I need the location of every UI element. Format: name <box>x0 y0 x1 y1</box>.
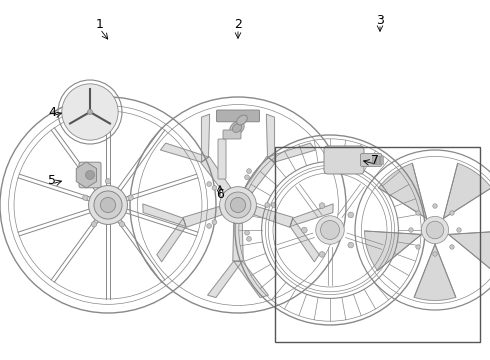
Circle shape <box>230 197 245 212</box>
Polygon shape <box>379 163 426 219</box>
Circle shape <box>416 245 420 249</box>
Circle shape <box>83 195 88 201</box>
FancyBboxPatch shape <box>218 139 226 179</box>
Circle shape <box>207 182 212 186</box>
Bar <box>275 147 480 342</box>
Polygon shape <box>143 204 186 226</box>
Circle shape <box>91 221 97 227</box>
Polygon shape <box>233 223 243 261</box>
FancyBboxPatch shape <box>324 146 364 174</box>
Circle shape <box>316 216 344 244</box>
Circle shape <box>85 171 95 180</box>
Circle shape <box>319 203 325 208</box>
Ellipse shape <box>237 115 247 125</box>
Polygon shape <box>414 244 456 300</box>
Circle shape <box>426 221 444 239</box>
FancyBboxPatch shape <box>223 130 241 139</box>
Polygon shape <box>254 207 293 227</box>
Circle shape <box>207 224 212 228</box>
Circle shape <box>301 227 307 233</box>
Circle shape <box>245 175 249 180</box>
Circle shape <box>212 185 217 190</box>
Circle shape <box>450 211 454 215</box>
Polygon shape <box>208 261 243 297</box>
Circle shape <box>220 186 256 223</box>
Circle shape <box>94 191 122 219</box>
Circle shape <box>245 230 249 235</box>
Circle shape <box>271 203 276 207</box>
Circle shape <box>225 192 251 218</box>
Polygon shape <box>201 157 231 193</box>
Circle shape <box>409 228 413 232</box>
Circle shape <box>128 195 133 201</box>
Text: 6: 6 <box>216 189 224 202</box>
Polygon shape <box>365 231 421 271</box>
Circle shape <box>320 220 340 239</box>
FancyBboxPatch shape <box>361 153 382 166</box>
Circle shape <box>105 179 111 184</box>
Circle shape <box>421 216 449 244</box>
Circle shape <box>319 252 325 257</box>
Text: 3: 3 <box>376 13 384 27</box>
Polygon shape <box>443 163 490 219</box>
Circle shape <box>416 211 420 215</box>
Circle shape <box>87 109 93 114</box>
Text: 4: 4 <box>48 105 56 118</box>
Circle shape <box>119 221 124 227</box>
Circle shape <box>62 84 118 140</box>
Circle shape <box>348 212 354 218</box>
Ellipse shape <box>230 121 244 135</box>
Polygon shape <box>183 207 222 227</box>
Circle shape <box>450 245 454 249</box>
FancyBboxPatch shape <box>79 162 101 188</box>
Polygon shape <box>160 143 208 162</box>
Circle shape <box>212 220 217 225</box>
Circle shape <box>89 185 127 224</box>
Text: 7: 7 <box>371 153 379 166</box>
Polygon shape <box>157 218 186 262</box>
Polygon shape <box>267 114 274 162</box>
Circle shape <box>348 242 354 248</box>
Polygon shape <box>290 218 319 262</box>
Polygon shape <box>268 143 316 162</box>
Text: 1: 1 <box>96 18 104 31</box>
Polygon shape <box>245 157 275 193</box>
Circle shape <box>433 204 437 208</box>
Ellipse shape <box>232 123 242 132</box>
Polygon shape <box>201 114 210 162</box>
Bar <box>376 156 379 164</box>
Circle shape <box>433 252 437 256</box>
Text: 5: 5 <box>48 174 56 186</box>
Polygon shape <box>290 204 333 226</box>
Polygon shape <box>76 162 97 188</box>
Circle shape <box>246 169 251 174</box>
Circle shape <box>246 237 251 241</box>
Polygon shape <box>234 261 269 297</box>
Text: 2: 2 <box>234 18 242 31</box>
Circle shape <box>265 203 270 207</box>
Polygon shape <box>449 231 490 271</box>
FancyBboxPatch shape <box>217 110 260 122</box>
Circle shape <box>457 228 461 232</box>
Circle shape <box>100 197 116 212</box>
Bar <box>372 156 375 164</box>
Bar <box>380 156 383 164</box>
